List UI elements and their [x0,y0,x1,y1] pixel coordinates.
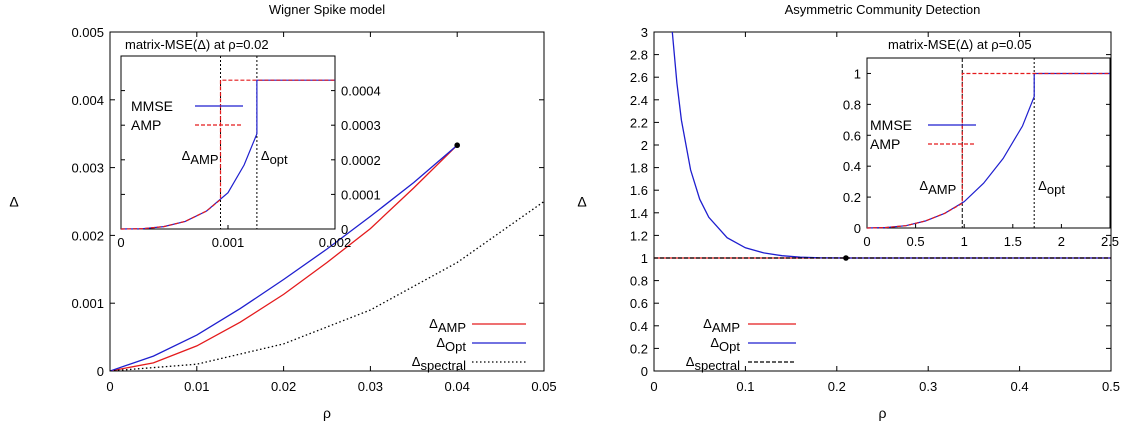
inset-frame [867,58,1110,228]
y-tick-label: 0.005 [71,25,104,40]
x-tick-label: 0.2 [828,379,846,394]
y-tick-label: 2.4 [630,93,648,108]
y-tick-label: 0 [97,364,104,379]
inset-x-tick-label: 0.001 [212,235,245,250]
inset-y-tick-label: 0.4 [843,159,861,174]
inset-y-tick-label: 0.2 [843,190,861,205]
inset-legend-label: MMSE [131,98,173,114]
y-tick-label: 0 [641,364,648,379]
inset-title: matrix-MSE(Δ) at ρ=0.02 [125,37,269,52]
inset-title: matrix-MSE(Δ) at ρ=0.05 [888,37,1032,52]
inset-y-tick-label: 0 [341,222,348,237]
inset-legend-label: MMSE [870,117,912,133]
y-tick-label: 1.8 [630,161,648,176]
inset-x-tick-label: 1 [961,234,968,249]
chart-title: Wigner Spike model [269,2,385,17]
chart-wigner-spike: Wigner Spike model 0 0.01 0.02 0.03 0.04 0.05 0… [9,2,556,421]
x-tick-label: 0.4 [1011,379,1029,394]
legend-label: ΔAMP [429,316,466,335]
x-tick-label: 0.5 [1102,379,1120,394]
inset-x-tick-label: 1.5 [1004,234,1022,249]
x-tick-label: 0 [106,379,113,394]
x-tick-label: 0.1 [736,379,754,394]
inset-frame [121,56,335,229]
x-tick-label: 0.02 [271,379,296,394]
inset-x-tick-label: 2 [1058,234,1065,249]
x-tick-label: 0.01 [184,379,209,394]
inset-legend-label: AMP [131,117,161,133]
inset-y-tick-label: 0 [854,221,861,236]
y-tick-label: 1 [641,251,648,266]
legend-label: ΔOpt [710,335,740,354]
inset-x-tick-label: 0 [863,234,870,249]
x-tick-label: 0.04 [445,379,470,394]
inset-x-tick-label: 0.5 [907,234,925,249]
legend-label: ΔAMP [703,316,740,335]
x-tick-label: 0.05 [531,379,556,394]
y-tick-label: 2 [641,138,648,153]
y-tick-label: 1.6 [630,183,648,198]
y-tick-label: 2.2 [630,115,648,130]
y-tick-label: 2.6 [630,70,648,85]
y-axis-label: Δ [577,194,586,210]
x-axis-label: ρ [323,405,331,421]
y-tick-label: 0.6 [630,296,648,311]
inset-y-tick-label: 0.8 [843,97,861,112]
transition-point [843,255,849,261]
inset-y-tick-label: 0.6 [843,128,861,143]
y-tick-label: 0.4 [630,319,648,334]
y-tick-label: 0.003 [71,161,104,176]
x-axis-label: ρ [879,405,887,421]
y-axis-label: Δ [9,194,18,210]
inset-y-tick-label: 1 [854,66,861,81]
y-tick-label: 0.004 [71,93,104,108]
inset-y-tick-label: 0.0003 [341,118,381,133]
legend-label: ΔOpt [436,335,466,354]
inset-chart: matrix-MSE(Δ) at ρ=0.05 0 0.5 1 1.5 2 2.5 0 0.2 0… [843,37,1119,249]
inset-y-tick-label: 0.0002 [341,153,381,168]
chart-asymmetric-community: Asymmetric Community Detection 0 0.1 0.2 0.3… [577,2,1120,421]
inset-y-tick-label: 0.0001 [341,187,381,202]
y-tick-label: 1.2 [630,228,648,243]
legend-label: Δspectral [412,354,466,373]
legend-label: Δspectral [686,354,740,373]
y-tick-label: 0.8 [630,274,648,289]
y-tick-label: 3 [641,25,648,40]
inset-y-tick-label: 0.0004 [341,84,381,99]
inset-x-tick-label: 2.5 [1101,234,1119,249]
y-tick-label: 0.2 [630,341,648,356]
y-tick-label: 1.4 [630,206,648,221]
inset-x-tick-label: 0 [117,235,124,250]
chart-title: Asymmetric Community Detection [785,2,981,17]
y-tick-label: 0.001 [71,296,104,311]
transition-point [454,142,460,148]
inset-legend-label: AMP [870,136,900,152]
x-tick-label: 0.03 [358,379,383,394]
y-tick-label: 0.002 [71,228,104,243]
inset-x-tick-label: 0.002 [319,235,352,250]
y-tick-label: 2.8 [630,48,648,63]
x-tick-label: 0.3 [919,379,937,394]
x-tick-label: 0 [650,379,657,394]
inset-chart: matrix-MSE(Δ) at ρ=0.020 0.001 0.00200.000… [117,37,380,250]
